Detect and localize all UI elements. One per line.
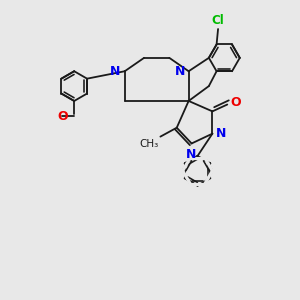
Text: Cl: Cl <box>212 14 224 27</box>
Text: N: N <box>216 127 226 140</box>
Text: N: N <box>175 65 185 78</box>
Text: O: O <box>230 96 241 109</box>
Text: N: N <box>186 148 196 161</box>
Text: N: N <box>110 65 121 78</box>
Text: O: O <box>57 110 68 123</box>
Text: CH₃: CH₃ <box>140 139 159 149</box>
